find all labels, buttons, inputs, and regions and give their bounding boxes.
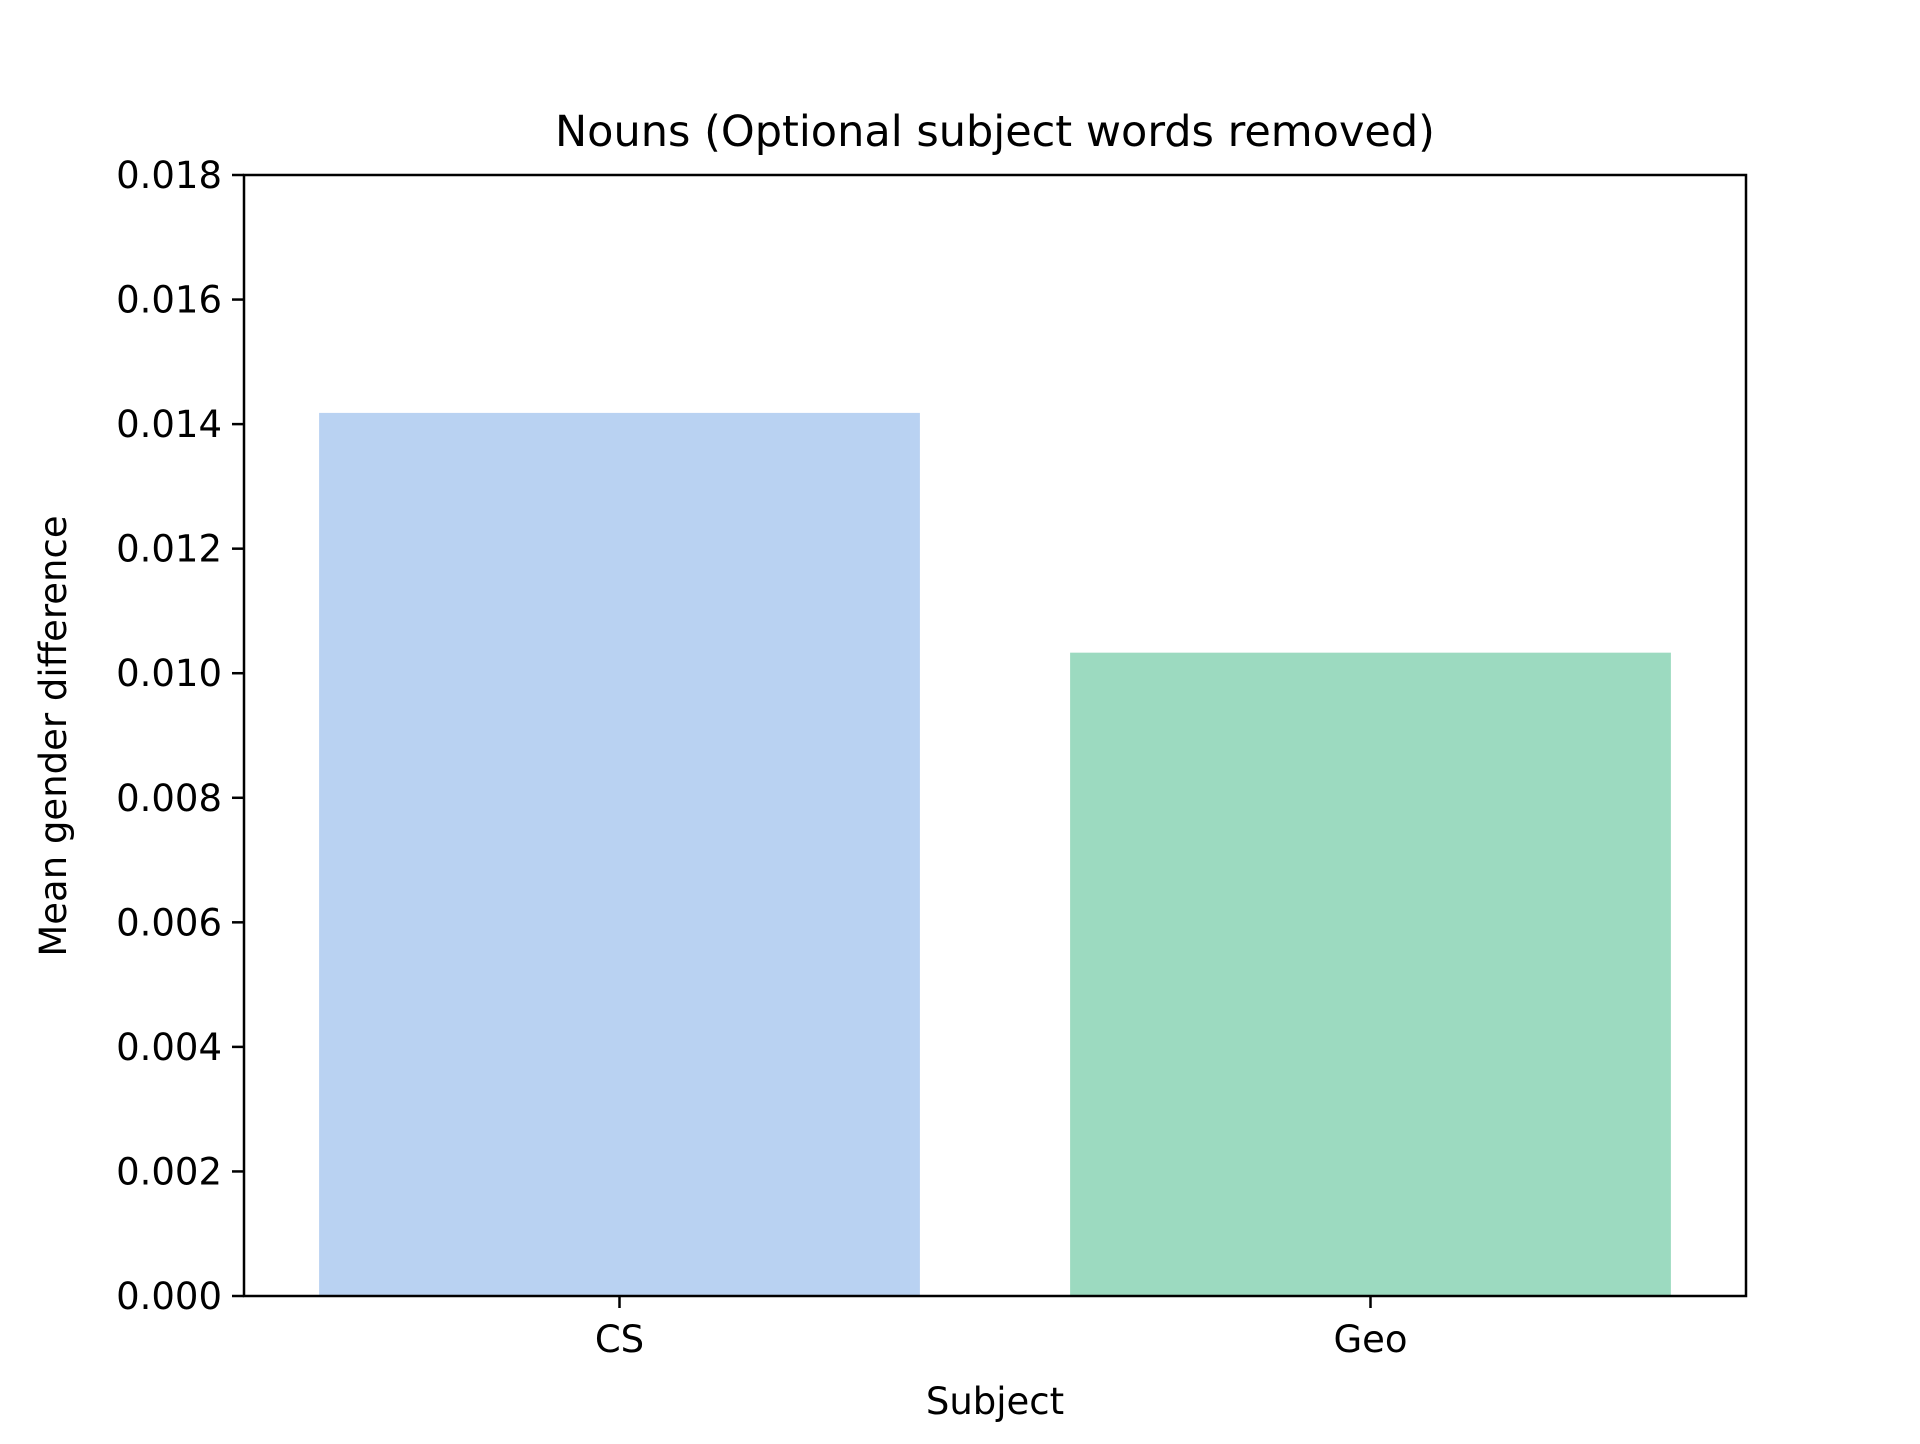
y-tick-label: 0.016 — [116, 279, 222, 322]
y-axis-ticks: 0.000 0.002 0.004 0.006 0.008 0.010 0.012 0.014… — [116, 154, 244, 1318]
y-tick-label: 0.000 — [116, 1275, 222, 1318]
x-axis-ticks: CS Geo — [595, 1296, 1408, 1361]
x-tick-label: CS — [595, 1318, 644, 1361]
y-axis-label: Mean gender difference — [32, 515, 75, 956]
y-tick-label: 0.008 — [116, 777, 222, 820]
x-tick-label: Geo — [1333, 1318, 1407, 1361]
y-tick-label: 0.014 — [116, 403, 222, 446]
y-tick-label: 0.002 — [116, 1150, 222, 1193]
chart-title: Nouns (Optional subject words removed) — [555, 107, 1435, 157]
bars-layer — [319, 412, 1671, 1296]
y-tick-label: 0.010 — [116, 652, 222, 695]
y-tick-label: 0.006 — [116, 901, 222, 944]
y-tick-label: 0.018 — [116, 154, 222, 197]
plot-frame — [242, 173, 1748, 1298]
y-tick-label: 0.012 — [116, 528, 222, 571]
x-axis-label: Subject — [926, 1380, 1064, 1423]
y-tick-label: 0.004 — [116, 1026, 222, 1069]
bar-geo — [1070, 652, 1671, 1296]
bar-cs — [319, 412, 920, 1296]
